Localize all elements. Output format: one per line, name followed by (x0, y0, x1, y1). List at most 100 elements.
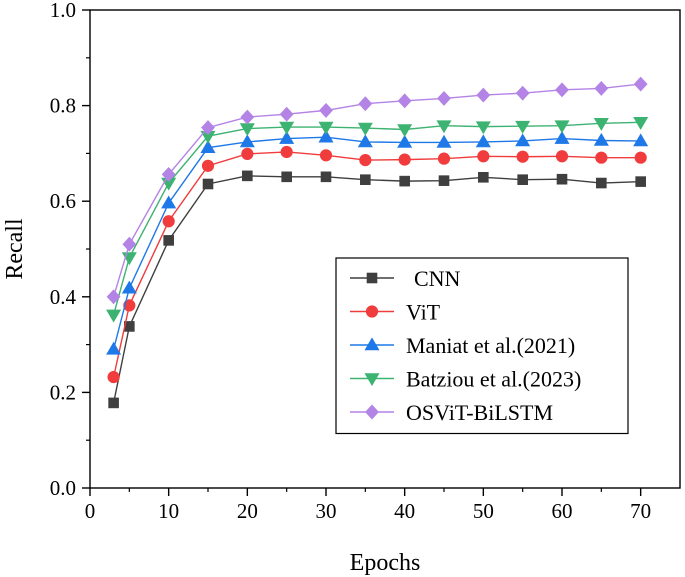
x-tick-label: 60 (552, 499, 573, 523)
series-2 (106, 129, 649, 355)
x-tick-label: 40 (394, 499, 415, 523)
y-tick-label: 1.0 (50, 0, 76, 22)
data-point (399, 175, 410, 187)
data-point (397, 93, 412, 109)
legend-marker (366, 272, 378, 284)
data-point (437, 152, 451, 165)
data-point (438, 175, 450, 186)
data-point (279, 130, 295, 144)
legend-label: Maniat et al.(2021) (406, 333, 575, 358)
legend-marker (364, 337, 380, 351)
data-point (200, 140, 216, 153)
data-point (201, 120, 215, 136)
data-point (554, 120, 570, 134)
data-point (595, 151, 608, 164)
legend-label: CNN (414, 266, 461, 291)
data-point (202, 178, 214, 190)
data-point (556, 173, 568, 185)
data-point (122, 236, 137, 252)
x-tick-label: 20 (237, 499, 258, 523)
data-point (477, 150, 490, 163)
data-point (475, 134, 491, 148)
data-point (318, 129, 334, 143)
data-point (108, 397, 119, 409)
data-point (437, 90, 451, 106)
data-point (242, 170, 253, 182)
data-point (475, 121, 491, 135)
data-point (123, 299, 136, 312)
data-point (634, 151, 647, 164)
data-point (162, 215, 175, 228)
y-tick-label: 0.4 (50, 285, 77, 309)
data-point (320, 171, 332, 183)
data-point (359, 153, 372, 167)
data-point (163, 235, 174, 246)
data-point (397, 134, 413, 148)
data-point (239, 134, 255, 148)
data-point (633, 133, 649, 147)
data-point (280, 145, 293, 159)
data-point (593, 132, 609, 146)
legend: CNN ViT Maniat et al.(2021) Batziou et al.(… (335, 257, 629, 435)
legend-marker (365, 305, 379, 318)
data-point (635, 176, 646, 187)
data-point (358, 96, 373, 112)
data-point (398, 153, 411, 166)
data-point (436, 134, 452, 148)
data-point (633, 76, 648, 92)
legend-box (335, 257, 629, 435)
data-point (161, 166, 176, 182)
x-tick-label: 0 (85, 499, 96, 523)
legend-item: Maniat et al.(2021) (350, 333, 575, 358)
legend-marker (365, 404, 379, 420)
data-point (593, 117, 609, 131)
y-axis-title: Recall (2, 218, 28, 280)
data-point (554, 130, 570, 144)
data-point (106, 289, 121, 305)
legend-marker (364, 373, 380, 387)
data-point (281, 171, 292, 183)
data-point (594, 80, 609, 96)
data-point (107, 371, 120, 384)
legend-item: Batziou et al.(2023) (350, 367, 581, 392)
data-point (161, 195, 177, 209)
data-point (279, 121, 295, 135)
y-tick-label: 0.8 (50, 94, 76, 118)
data-point (515, 85, 530, 101)
data-point (517, 174, 528, 185)
series-0 (108, 170, 646, 409)
data-point (633, 117, 649, 130)
series-layer (106, 76, 649, 409)
data-point (319, 149, 333, 162)
data-point (319, 102, 333, 118)
data-point (436, 120, 452, 134)
data-point (515, 133, 531, 147)
legend-item: ViT (350, 300, 441, 325)
x-tick-label: 70 (630, 499, 651, 523)
data-point (357, 122, 373, 136)
data-point (357, 134, 373, 148)
data-point (397, 124, 413, 138)
data-point (476, 87, 491, 103)
axes-layer: 0 10 20 30 40 50 60 70 0.0 0.2 0.4 0.6 0.8 1.0 (50, 0, 681, 523)
data-point (516, 150, 529, 163)
data-point (478, 172, 489, 183)
x-tick-label: 10 (158, 499, 179, 523)
data-point (201, 159, 215, 172)
legend-label: OSViT-BiLSTM (406, 400, 553, 425)
y-tick-label: 0.6 (50, 189, 76, 213)
data-point (279, 106, 294, 122)
series-1 (107, 145, 647, 384)
data-point (106, 309, 122, 323)
y-tick-label: 0.2 (50, 380, 76, 404)
data-point (241, 147, 254, 160)
data-point (555, 150, 569, 163)
x-tick-label: 30 (316, 499, 337, 523)
series-4 (106, 76, 648, 305)
legend-label: ViT (406, 300, 441, 325)
x-tick-label: 50 (473, 499, 494, 523)
data-point (106, 341, 122, 355)
data-point (318, 121, 334, 135)
data-point (596, 177, 607, 189)
